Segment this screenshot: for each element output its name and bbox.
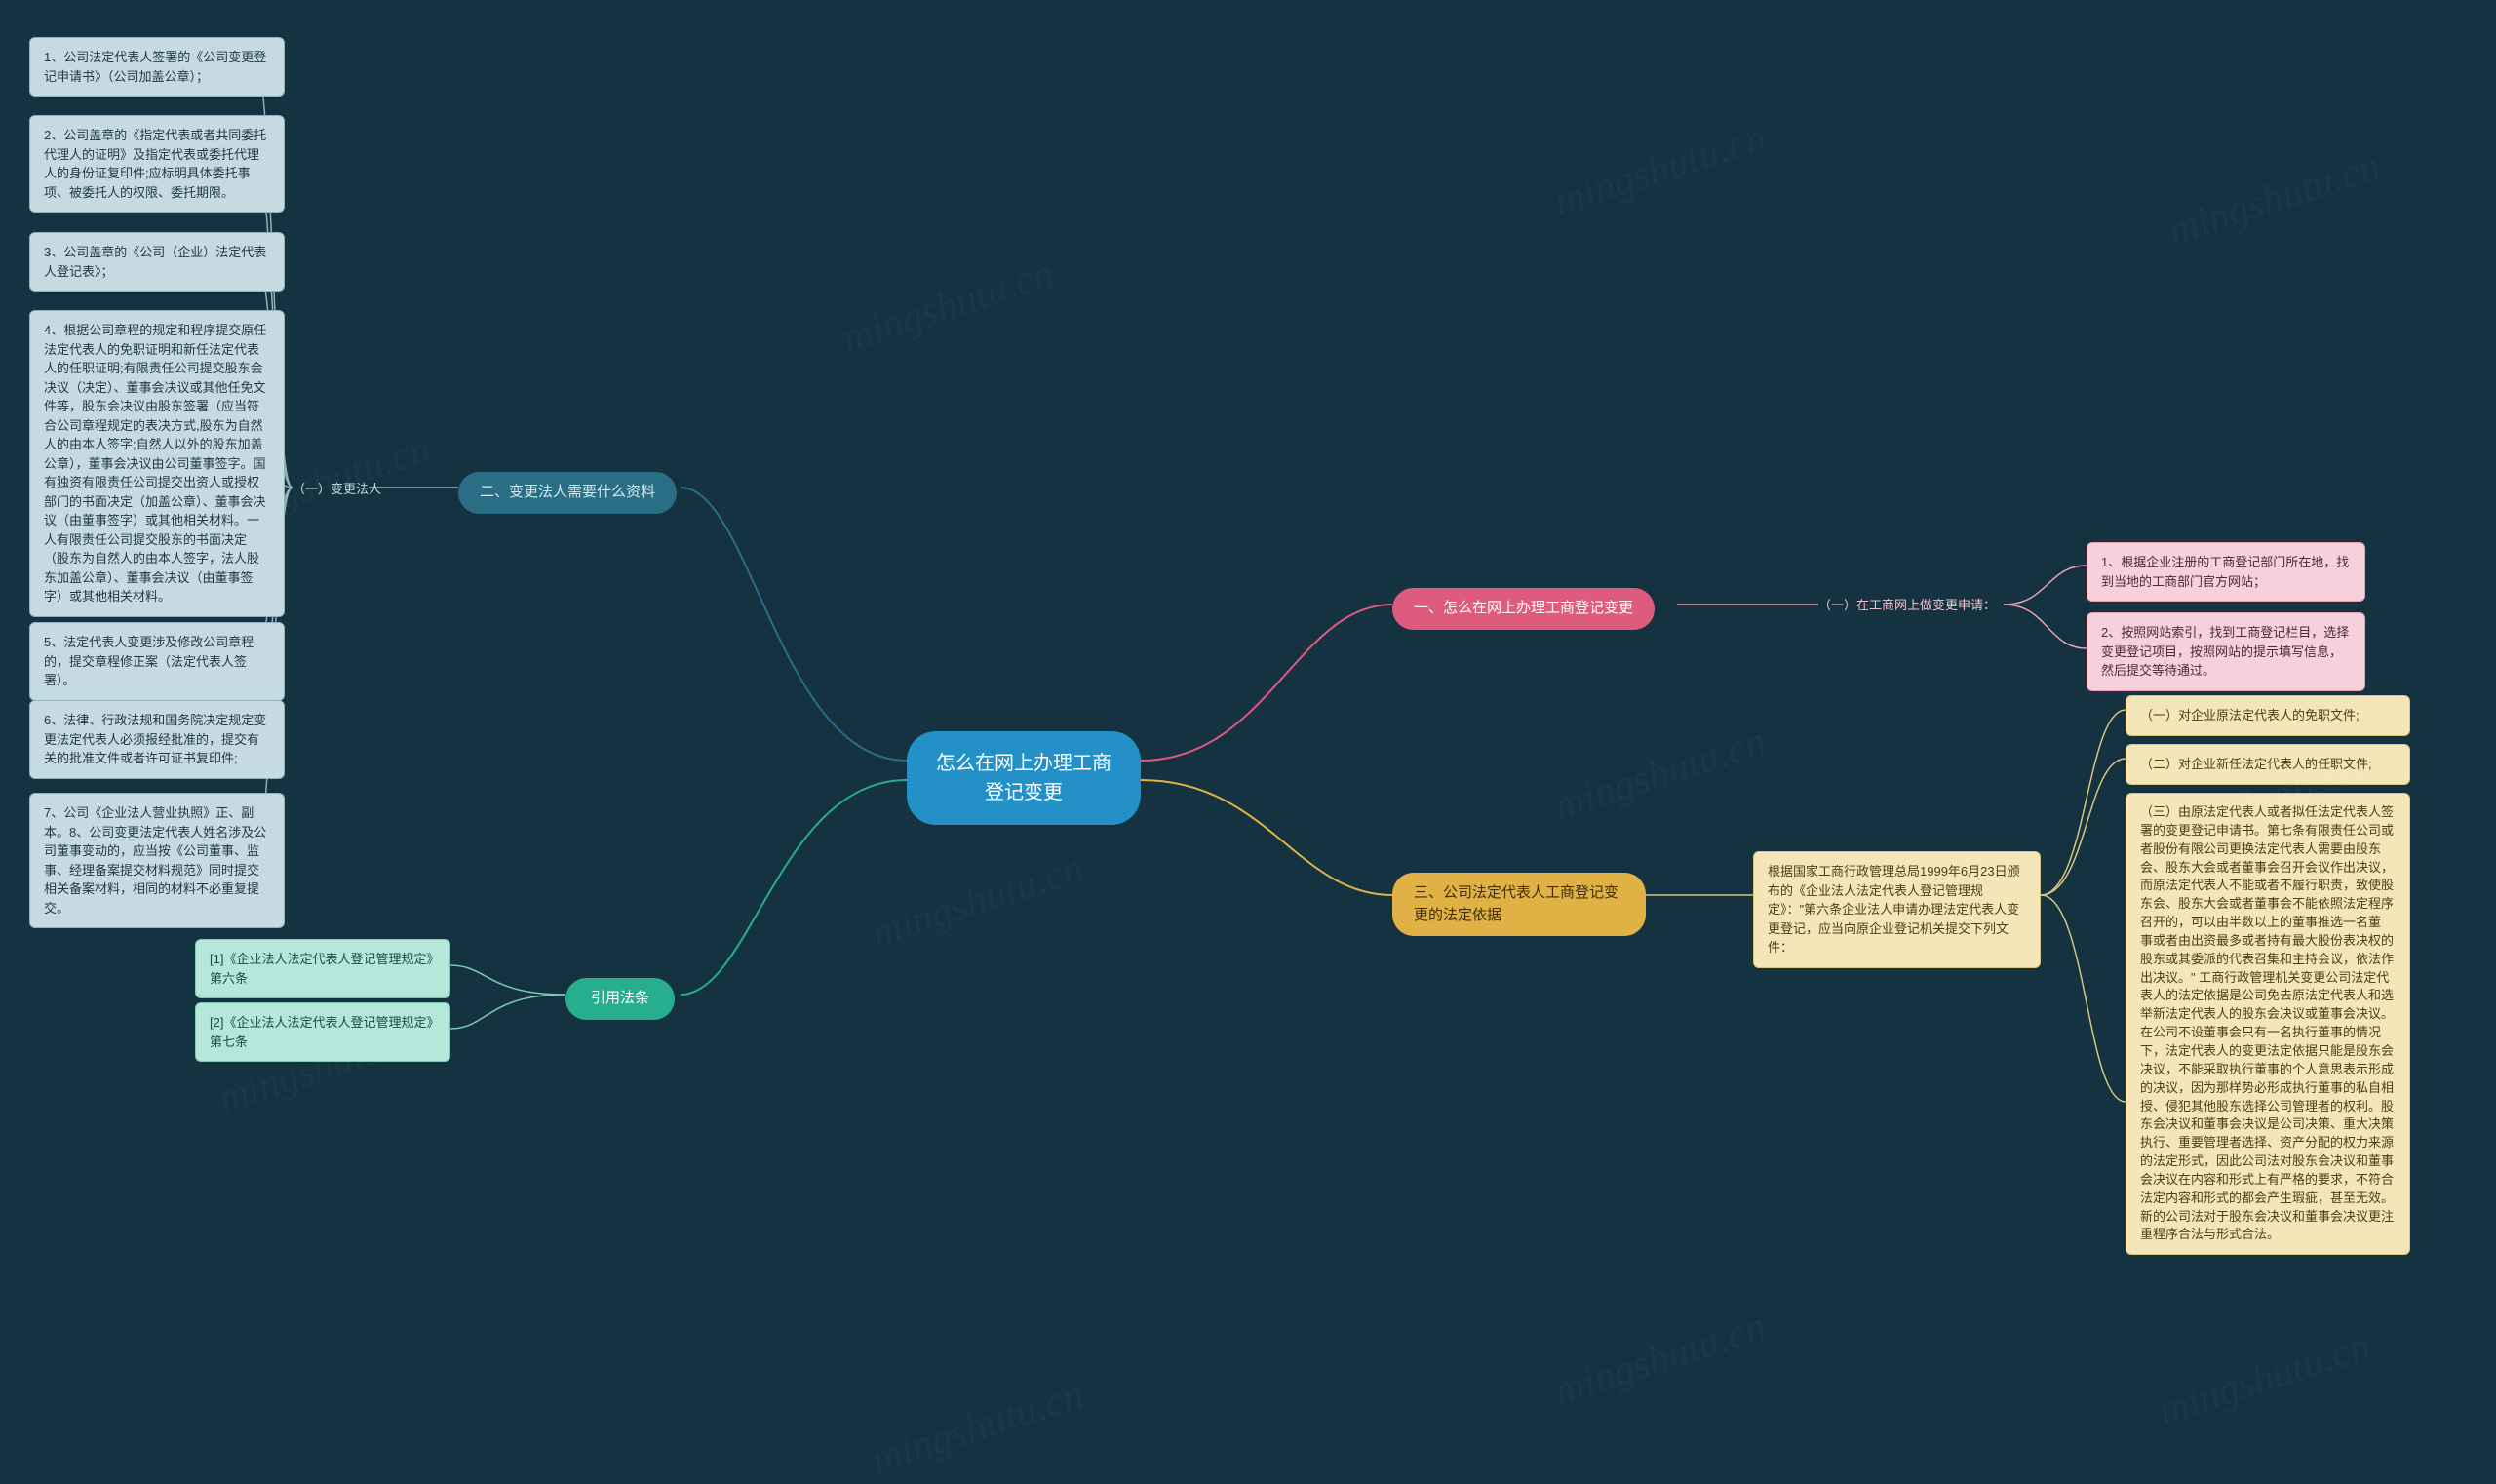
- branch-4-leaf-2: [2]《企业法人法定代表人登记管理规定》第七条: [195, 1002, 450, 1062]
- watermark: mingshutu.cn: [837, 250, 1060, 362]
- branch-3-leaf-3: （三）由原法定代表人或者拟任法定代表人签署的变更登记申请书。第七条有限责任公司或…: [2126, 793, 2410, 1255]
- branch-2-leaf-5: 5、法定代表人变更涉及修改公司章程的，提交章程修正案（法定代表人签署）。: [29, 622, 285, 701]
- watermark: mingshutu.cn: [2163, 142, 2386, 254]
- branch-1-leaf-1: 1、根据企业注册的工商登记部门所在地，找到当地的工商部门官方网站；: [2086, 542, 2365, 602]
- connector-lines: [0, 0, 2496, 1464]
- watermark: mingshutu.cn: [866, 844, 1089, 957]
- branch-2-leaf-1: 1、公司法定代表人签署的《公司变更登记申请书》（公司加盖公章）；: [29, 37, 285, 97]
- branch-2[interactable]: 二、变更法人需要什么资料: [458, 472, 677, 514]
- branch-2-sub: （一）变更法人: [292, 480, 381, 499]
- branch-3-leaf-1: （一）对企业原法定代表人的免职文件;: [2126, 695, 2410, 736]
- branch-2-leaf-6: 6、法律、行政法规和国务院决定规定变更法定代表人必须报经批准的，提交有关的批准文…: [29, 700, 285, 779]
- root-node[interactable]: 怎么在网上办理工商登记变更: [907, 731, 1141, 825]
- watermark: mingshutu.cn: [1548, 718, 1772, 830]
- branch-3[interactable]: 三、公司法定代表人工商登记变更的法定依据: [1392, 873, 1646, 936]
- watermark: mingshutu.cn: [2153, 1322, 2376, 1434]
- watermark: mingshutu.cn: [866, 1371, 1089, 1483]
- branch-2-leaf-2: 2、公司盖章的《指定代表或者共同委托代理人的证明》及指定代表或委托代理人的身份证…: [29, 115, 285, 213]
- branch-1[interactable]: 一、怎么在网上办理工商登记变更: [1392, 588, 1655, 630]
- branch-4[interactable]: 引用法条: [566, 978, 675, 1020]
- mindmap-canvas: 怎么在网上办理工商登记变更 一、怎么在网上办理工商登记变更 （一）在工商网上做变…: [0, 0, 2496, 1464]
- branch-1-sub: （一）在工商网上做变更申请：: [1818, 596, 1996, 615]
- watermark: mingshutu.cn: [1548, 1303, 1772, 1415]
- branch-4-leaf-1: [1]《企业法人法定代表人登记管理规定》第六条: [195, 939, 450, 998]
- watermark: mingshutu.cn: [1548, 113, 1772, 225]
- branch-3-leaf-2: （二）对企业新任法定代表人的任职文件;: [2126, 744, 2410, 785]
- branch-2-leaf-7: 7、公司《企业法人营业执照》正、副本。8、公司变更法定代表人姓名涉及公司董事变动…: [29, 793, 285, 928]
- branch-2-leaf-4: 4、根据公司章程的规定和程序提交原任法定代表人的免职证明和新任法定代表人的任职证…: [29, 310, 285, 617]
- branch-1-leaf-2: 2、按照网站索引，找到工商登记栏目，选择变更登记项目，按照网站的提示填写信息，然…: [2086, 612, 2365, 691]
- branch-2-leaf-3: 3、公司盖章的《公司（企业）法定代表人登记表》；: [29, 232, 285, 292]
- branch-3-sub: 根据国家工商行政管理总局1999年6月23日颁布的《企业法人法定代表人登记管理规…: [1753, 851, 2041, 968]
